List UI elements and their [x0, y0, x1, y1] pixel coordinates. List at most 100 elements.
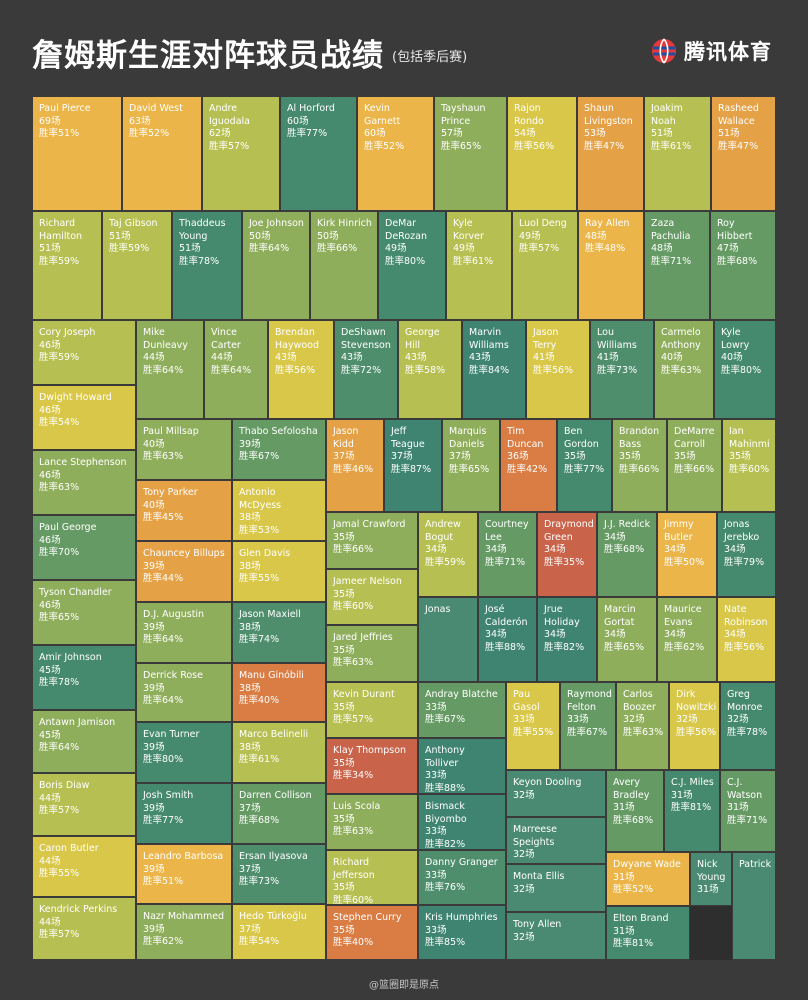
- tile-win-rate-label: 胜率66%: [333, 544, 374, 555]
- treemap-tile: Greg Monroe 32场 胜率78%: [720, 682, 776, 770]
- tile-games-label: 39场: [239, 438, 261, 450]
- tile-player-name: Thaddeus Young: [179, 218, 226, 242]
- tile-player-name: Nate Robinson: [724, 604, 768, 628]
- tile-win-rate-label: 胜率50%: [664, 556, 705, 568]
- tile-player-name: Zaza Pachulia: [651, 218, 691, 242]
- tile-win-rate-label: 胜率68%: [239, 815, 280, 826]
- tile-player-name: Tony Allen: [513, 919, 562, 930]
- tile-player-name: Caron Butler: [39, 843, 99, 854]
- tile-games-label: 51场: [39, 243, 61, 254]
- treemap-tile: Luol Deng 49场 胜率57%: [512, 211, 578, 320]
- treemap-tile: Patrick: [732, 852, 776, 960]
- treemap-tile: Luis Scola 35场 胜率63%: [326, 794, 418, 850]
- tile-win-rate-label: 胜率57%: [39, 805, 80, 816]
- tile-player-name: Andray Blatche: [425, 689, 498, 700]
- tile-player-name: Patrick: [739, 859, 772, 870]
- tile-player-name: Lou Williams: [597, 327, 637, 351]
- tile-player-name: C.J. Watson: [727, 777, 763, 801]
- tile-games-label: 32场: [513, 883, 535, 895]
- tile-player-name: Carmelo Anthony: [661, 327, 701, 351]
- tile-player-name: Paul Pierce: [39, 103, 91, 114]
- tile-games-label: 37场: [239, 923, 261, 935]
- treemap-tile: Marcin Gortat 34场 胜率65%: [597, 597, 657, 682]
- tile-win-rate-label: 胜率59%: [425, 556, 466, 568]
- treemap-tile: Andre Iguodala 62场 胜率57%: [202, 96, 280, 211]
- tile-player-name: Jason Kidd: [333, 426, 359, 450]
- tile-player-name: Marco Belinelli: [239, 729, 309, 740]
- tile-games-label: 31场: [697, 884, 719, 895]
- tile-player-name: Kendrick Perkins: [39, 904, 118, 915]
- treemap-tile: Anthony Tolliver 33场 胜率88%: [418, 738, 506, 794]
- tile-win-rate-label: 胜率66%: [619, 463, 660, 475]
- tile-games-label: 47场: [717, 243, 739, 254]
- treemap-tile: Leandro Barbosa 39场 胜率51%: [136, 844, 232, 904]
- tile-player-name: Cory Joseph: [39, 327, 96, 338]
- tile-player-name: Anthony Tolliver: [425, 745, 465, 769]
- tile-player-name: Marvin Williams: [469, 327, 509, 351]
- tile-player-name: Danny Granger: [425, 857, 498, 868]
- tile-player-name: Tayshaun Prince: [441, 103, 486, 127]
- treemap-tile: Jason Maxiell 38场 胜率74%: [232, 602, 326, 663]
- tile-win-rate-label: 胜率54%: [239, 936, 280, 947]
- tile-player-name: Maurice Evans: [664, 604, 702, 628]
- tile-player-name: DeMar DeRozan: [385, 218, 427, 242]
- tile-player-name: Al Horford: [287, 103, 335, 114]
- treemap-tile: Ersan Ilyasova 37场 胜率73%: [232, 844, 326, 904]
- tile-win-rate-label: 胜率80%: [385, 255, 426, 267]
- treemap-tile: Stephen Curry 35场 胜率40%: [326, 905, 418, 960]
- tile-games-label: 32场: [513, 789, 535, 801]
- tile-player-name: Luis Scola: [333, 801, 381, 812]
- treemap-tile: Thabo Sefolosha 39场 胜率67%: [232, 419, 326, 480]
- treemap-tile: Jonas: [418, 597, 478, 682]
- tile-player-name: Jason Terry: [533, 327, 559, 351]
- tile-player-name: Nick Young: [697, 859, 726, 883]
- tile-win-rate-label: 胜率76%: [425, 882, 466, 893]
- tile-win-rate-label: 胜率56%: [514, 140, 555, 152]
- treemap-tile: Shaun Livingston 53场 胜率47%: [577, 96, 644, 211]
- tile-win-rate-label: 胜率52%: [364, 140, 405, 152]
- tile-player-name: Andrew Bogut: [425, 519, 461, 543]
- tile-player-name: Hedo Türkoğlu: [239, 911, 307, 922]
- tile-win-rate-label: 胜率88%: [425, 782, 466, 794]
- tile-player-name: J.J. Redick: [604, 519, 651, 530]
- tile-games-label: 46场: [39, 469, 61, 481]
- tile-win-rate-label: 胜率52%: [613, 884, 654, 895]
- tile-games-label: 35场: [333, 882, 355, 893]
- treemap-tile: Marquis Daniels 37场 胜率65%: [442, 419, 500, 512]
- tile-player-name: Kevin Garnett: [364, 103, 401, 127]
- tile-win-rate-label: 胜率64%: [143, 634, 184, 645]
- tile-games-label: 62场: [209, 128, 231, 139]
- treemap-tile: Kris Humphries 33场 胜率85%: [418, 905, 506, 960]
- tile-player-name: Marcin Gortat: [604, 604, 636, 628]
- tile-win-rate-label: 胜率68%: [717, 255, 758, 267]
- chart-subtitle: (包括季后赛): [392, 50, 468, 65]
- tile-player-name: Kyle Korver: [453, 218, 484, 242]
- treemap-tile: Tayshaun Prince 57场 胜率65%: [434, 96, 507, 211]
- treemap-tile: Marco Belinelli 38场 胜率61%: [232, 722, 326, 783]
- tile-games-label: 46场: [39, 339, 61, 351]
- tile-player-name: Kris Humphries: [425, 912, 498, 923]
- treemap-tile: Lou Williams 41场 胜率73%: [590, 320, 654, 419]
- tile-games-label: 31场: [613, 871, 635, 883]
- tile-win-rate-label: 胜率88%: [485, 641, 526, 653]
- tile-player-name: Stephen Curry: [333, 912, 402, 923]
- tile-player-name: Leandro Barbosa: [143, 851, 224, 862]
- tile-games-label: 43场: [469, 352, 491, 363]
- tile-games-label: 35场: [333, 588, 355, 600]
- tile-player-name: Marreese Speights: [513, 824, 557, 848]
- treemap-tile: Kevin Garnett 60场 胜率52%: [357, 96, 434, 211]
- treemap-tile: Jared Jeffries 35场 胜率63%: [326, 625, 418, 682]
- tile-player-name: Shaun Livingston: [584, 103, 633, 127]
- treemap-tile: Kyle Korver 49场 胜率61%: [446, 211, 512, 320]
- tile-games-label: 39场: [143, 560, 165, 572]
- tile-player-name: Jonas: [425, 604, 451, 615]
- treemap-tile: Jonas Jerebko 34场 胜率79%: [717, 512, 776, 597]
- tile-player-name: C.J. Miles: [671, 777, 714, 788]
- tile-win-rate-label: 胜率59%: [39, 255, 80, 267]
- tile-win-rate-label: 胜率85%: [425, 937, 466, 948]
- treemap-tile: Richard Hamilton 51场 胜率59%: [32, 211, 102, 320]
- tile-games-label: 32场: [623, 714, 645, 725]
- treemap-tile: Amir Johnson 45场 胜率78%: [32, 645, 136, 710]
- tile-games-label: 63场: [129, 115, 151, 127]
- tile-player-name: Chauncey Billups: [143, 548, 225, 559]
